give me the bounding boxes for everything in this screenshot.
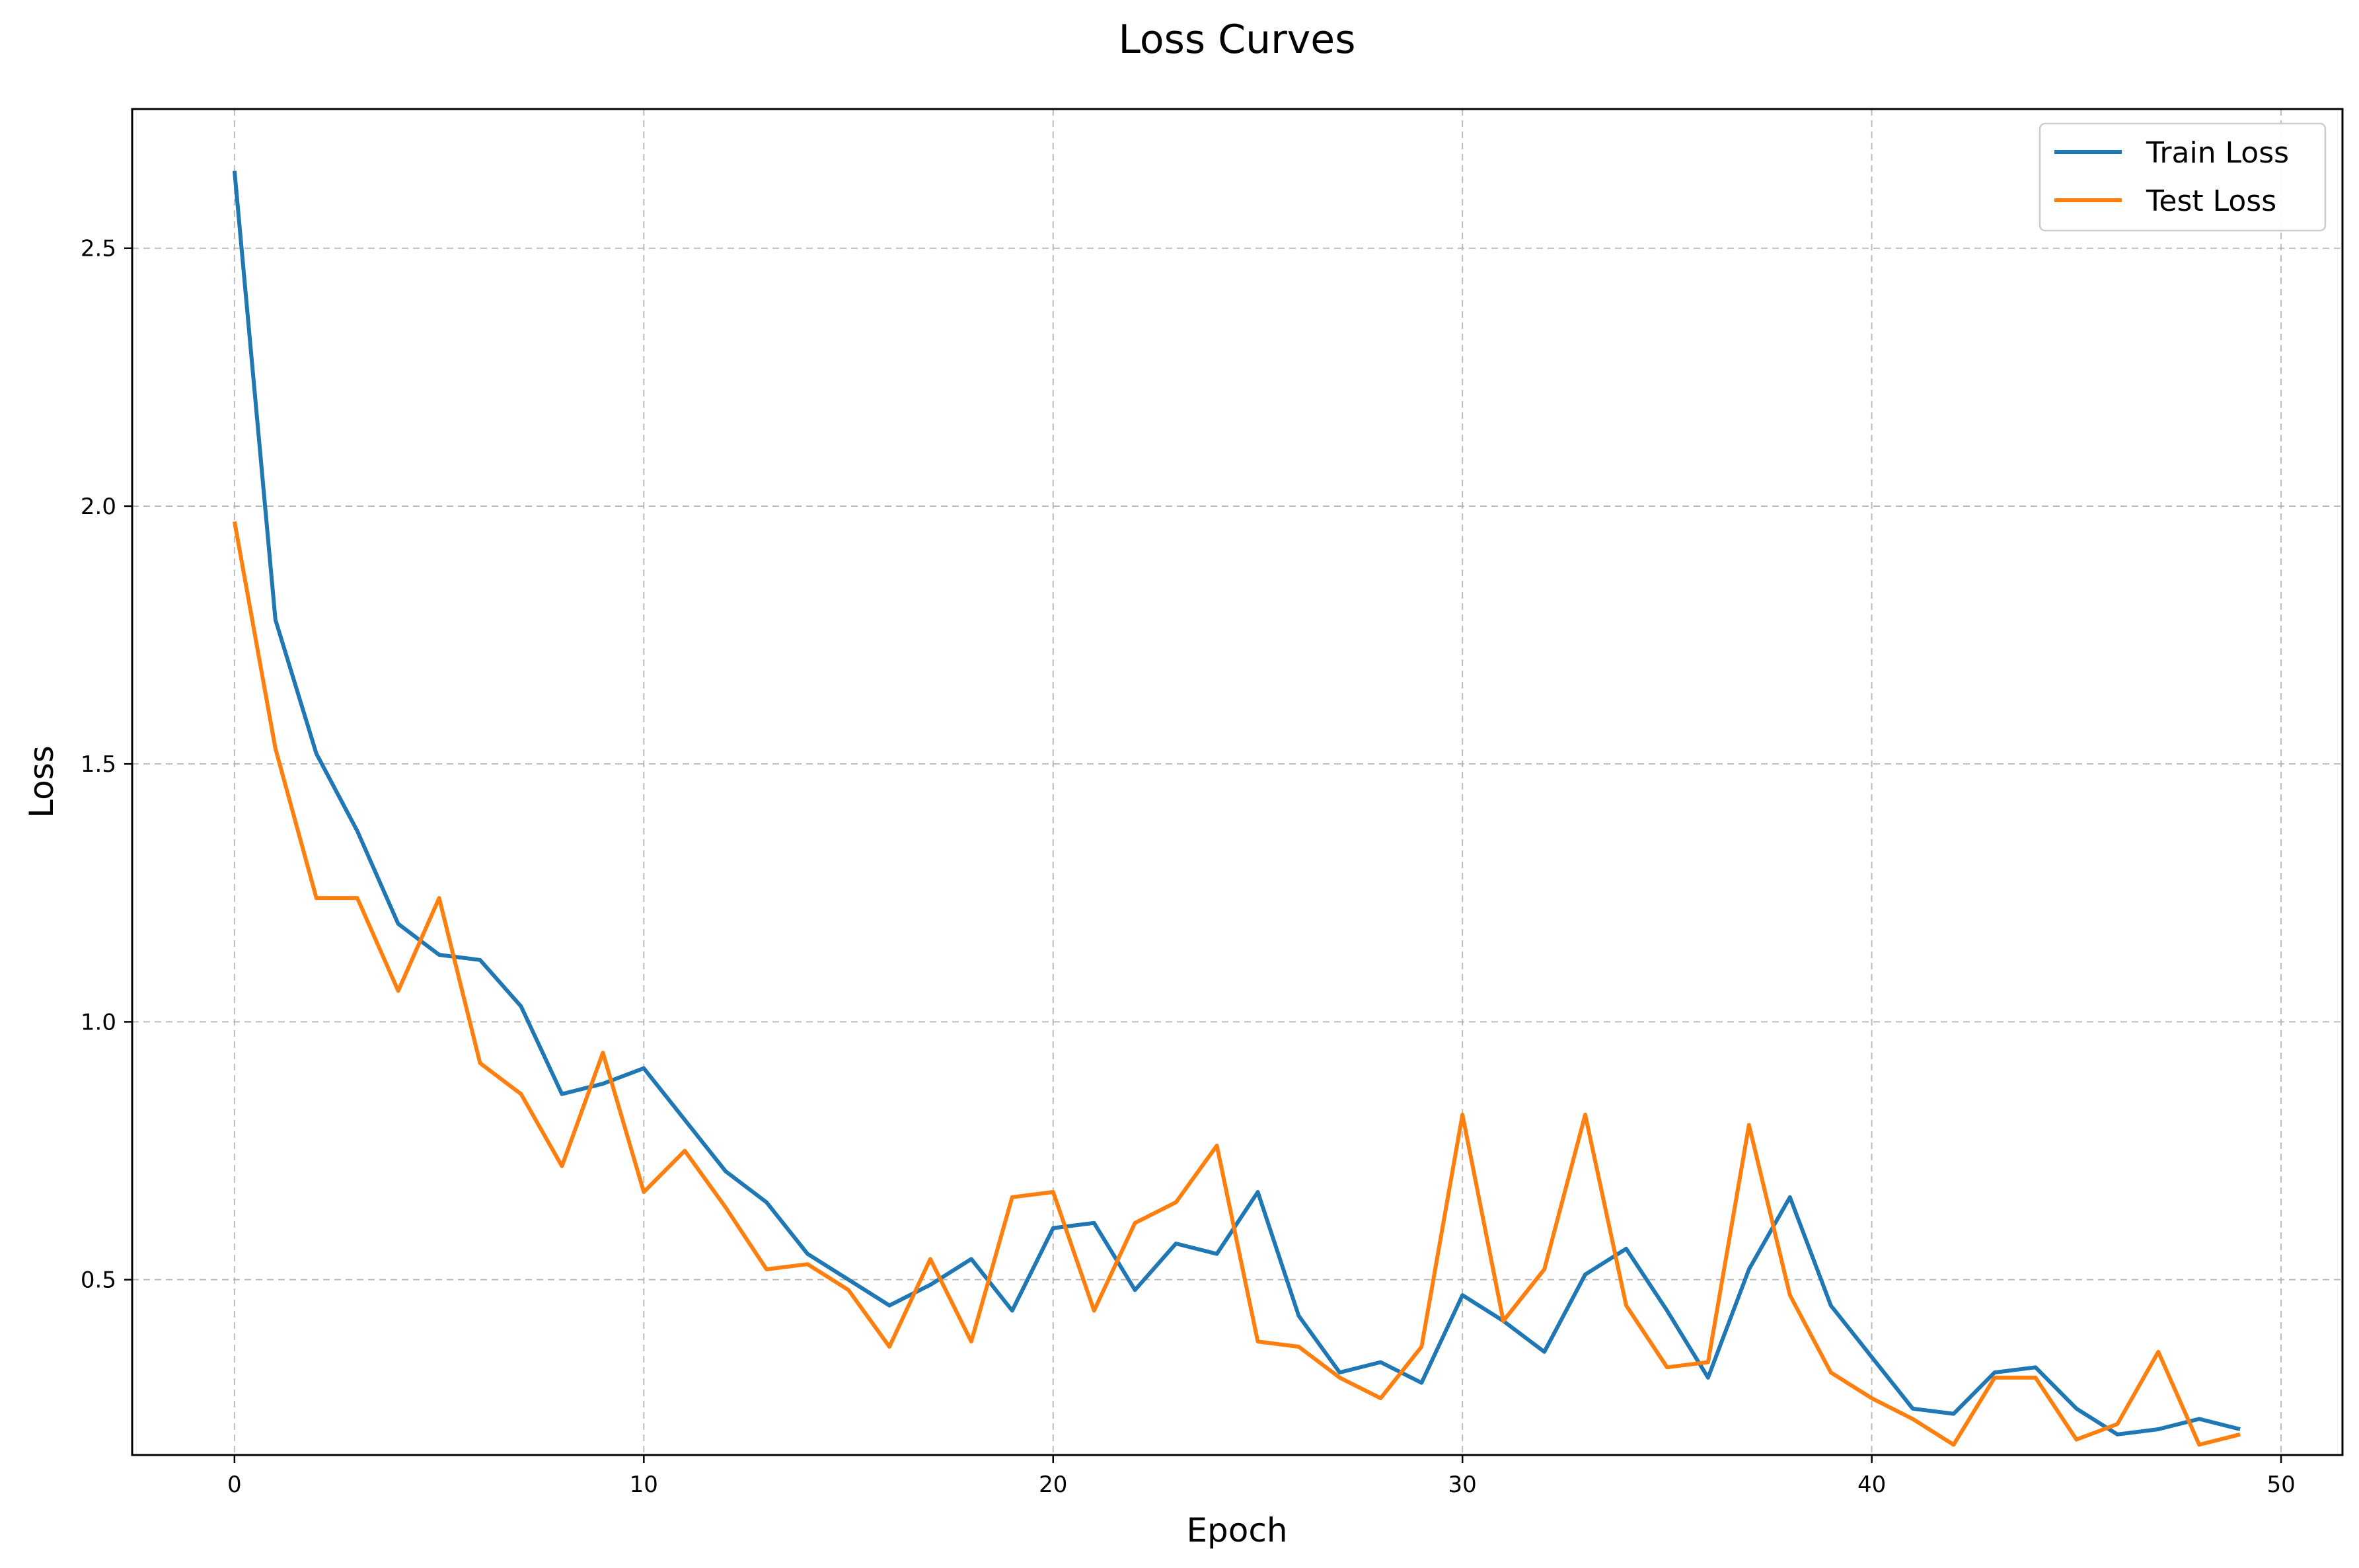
plot-area-frame — [131, 108, 2344, 1456]
series-line-test-loss — [232, 521, 2241, 1447]
x-tick-label-40: 40 — [1857, 1472, 1886, 1498]
grid — [132, 109, 2342, 1455]
y-tick-label-1.5: 1.5 — [81, 751, 116, 778]
y-tick-label-2: 2.0 — [81, 494, 116, 520]
y-axis-label: Loss — [22, 745, 61, 818]
x-tick-label-0: 0 — [227, 1472, 242, 1498]
x-tick-label-30: 30 — [1448, 1472, 1477, 1498]
legend-label-train-loss: Train Loss — [2146, 136, 2289, 170]
legend: Train Loss Test Loss — [2039, 122, 2327, 232]
y-tick-label-2.5: 2.5 — [81, 236, 116, 262]
chart-title: Loss Curves — [1119, 17, 1356, 63]
x-tick-label-50: 50 — [2266, 1472, 2295, 1498]
legend-label-test-loss: Test Loss — [2146, 184, 2276, 218]
x-axis-label: Epoch — [1186, 1511, 1287, 1549]
axis-ticks: 0 10 20 30 40 50 0.5 1.0 1.5 2.0 2.5 — [81, 236, 2296, 1498]
x-tick-label-10: 10 — [630, 1472, 658, 1498]
y-tick-label-1: 1.0 — [81, 1009, 116, 1035]
series-line-train-loss — [232, 170, 2241, 1437]
series-lines — [232, 170, 2241, 1447]
x-tick-label-20: 20 — [1039, 1472, 1067, 1498]
y-tick-label-0.5: 0.5 — [81, 1267, 116, 1294]
